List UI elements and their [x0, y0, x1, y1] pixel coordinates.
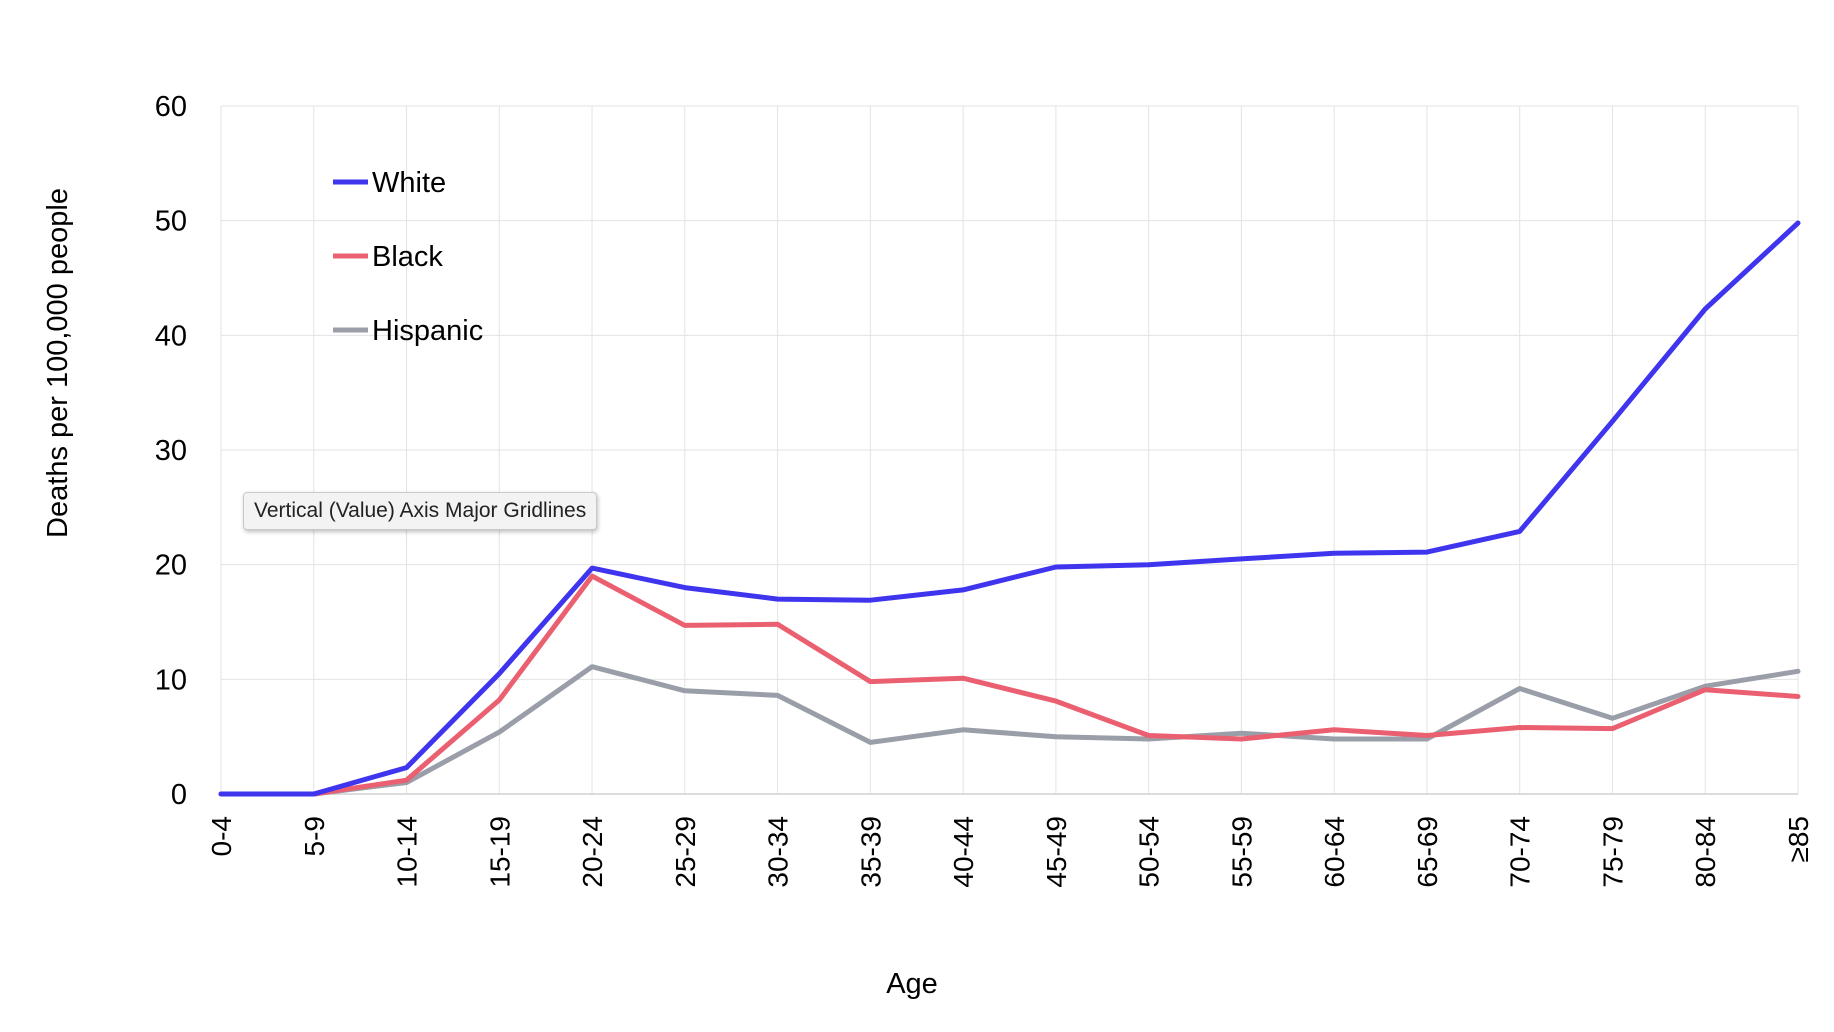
x-tick-label: 60-64 — [1319, 816, 1350, 888]
series-line-hispanic[interactable] — [218, 664, 1801, 797]
x-tick-label: 80-84 — [1690, 816, 1721, 888]
y-tick-label: 20 — [155, 550, 187, 582]
x-tick-label: 70-74 — [1505, 816, 1536, 888]
y-tick-label: 0 — [171, 779, 187, 811]
x-tick-label: 75-79 — [1597, 816, 1628, 888]
x-tick-label: 25-29 — [670, 816, 701, 888]
y-axis-tick-labels: 0 10 20 30 40 50 60 — [155, 91, 187, 811]
x-tick-label: 55-59 — [1226, 816, 1257, 888]
x-tick-label: 65-69 — [1412, 816, 1443, 888]
x-tick-label: 35-39 — [855, 816, 886, 888]
gridlines[interactable] — [220, 105, 1799, 795]
y-tick-label: 60 — [155, 91, 187, 123]
x-tick-label: ≥85 — [1783, 816, 1814, 863]
y-tick-label: 50 — [155, 206, 187, 238]
series-lines — [218, 220, 1801, 797]
x-tick-label: 30-34 — [763, 816, 794, 888]
x-tick-label: 0-4 — [206, 816, 237, 856]
legend-label-white: White — [372, 167, 446, 199]
legend-label-black: Black — [372, 241, 443, 273]
x-tick-label: 15-19 — [484, 816, 515, 888]
legend-label-hispanic: Hispanic — [372, 315, 483, 347]
y-axis-title: Deaths per 100,000 people — [42, 188, 74, 538]
gridlines-tooltip: Vertical (Value) Axis Major Gridlines — [243, 492, 598, 530]
x-tick-label: 50-54 — [1134, 816, 1165, 888]
x-axis-tick-labels: 0-4 5-9 10-14 15-19 20-24 25-29 30-34 35-39 40-4… — [206, 816, 1814, 888]
x-tick-label: 45-49 — [1041, 816, 1072, 888]
series-line-white[interactable] — [218, 220, 1801, 797]
x-axis-title: Age — [886, 968, 938, 1000]
y-tick-label: 40 — [155, 320, 187, 352]
y-tick-label: 30 — [155, 435, 187, 467]
x-tick-label: 5-9 — [299, 816, 330, 856]
x-tick-label: 10-14 — [392, 816, 423, 888]
legend[interactable]: White Black Hispanic — [333, 167, 483, 347]
x-tick-label: 40-44 — [948, 816, 979, 888]
y-tick-label: 10 — [155, 664, 187, 696]
x-tick-label: 20-24 — [577, 816, 608, 888]
series-line-black[interactable] — [218, 573, 1801, 797]
